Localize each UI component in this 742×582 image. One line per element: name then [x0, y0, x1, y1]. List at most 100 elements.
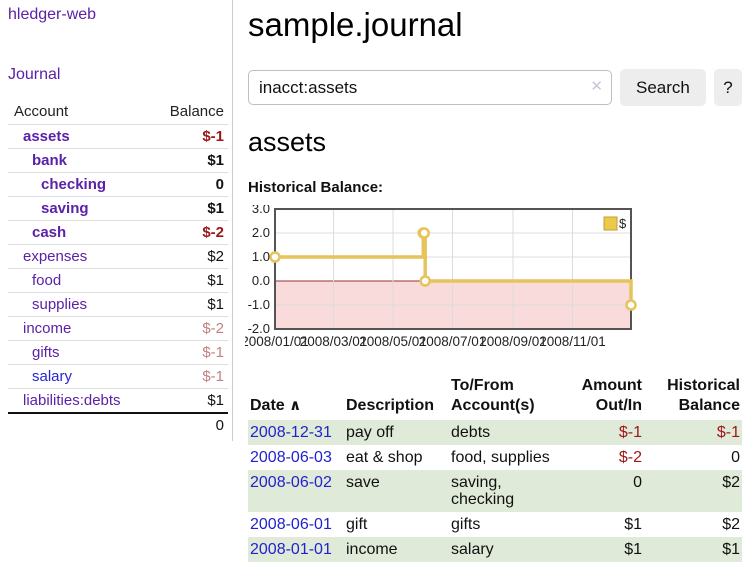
search-input[interactable]: [248, 70, 612, 105]
account-row: bank $1: [8, 148, 228, 173]
account-link[interactable]: liabilities:debts: [23, 392, 121, 409]
account-balance-table: Account Balance assets $-1 bank $1 checking 0…: [8, 100, 228, 437]
register-header-accounts: To/From Account(s): [451, 377, 535, 414]
transaction-row: 2008-06-02 save saving, checking 0 $2: [248, 470, 742, 512]
main-content: sample.journal ✕ Search ? assets Histori…: [241, 0, 742, 562]
chart-svg: $3.0 2.0 1.0 0.0 -1.0 -2.02008/01/012008/03/0…: [241, 201, 637, 349]
svg-text:2008/05/01: 2008/05/01: [359, 334, 427, 349]
transaction-balance: $2: [722, 474, 740, 491]
transaction-row: 2008-12-31 pay off debts $-1 $-1: [248, 420, 742, 445]
svg-text:$: $: [619, 216, 627, 231]
account-row: saving $1: [8, 196, 228, 221]
transaction-row: 2008-06-01 gift gifts $1 $2: [248, 512, 742, 537]
transaction-balance: 0: [731, 449, 740, 466]
account-row: supplies $1: [8, 292, 228, 317]
register-header-description: Description: [346, 397, 435, 414]
register-table: Date ∧ Description To/From Account(s) Am…: [248, 373, 742, 562]
transaction-row: 2008-06-03 eat & shop food, supplies $-2 0: [248, 445, 742, 470]
transaction-balance: $1: [722, 541, 740, 558]
svg-text:2008/03/01: 2008/03/01: [300, 334, 368, 349]
account-balance: $-1: [118, 340, 228, 365]
transaction-balance: $-1: [716, 424, 740, 441]
account-link[interactable]: bank: [32, 152, 68, 169]
svg-text:2008/09/01: 2008/09/01: [479, 334, 547, 349]
account-link[interactable]: checking: [41, 176, 107, 193]
clear-search-icon[interactable]: ✕: [590, 78, 603, 95]
sort-ascending-icon: ∧: [289, 397, 302, 414]
account-link[interactable]: supplies: [32, 296, 88, 313]
register-header-amount: Amount Out/In: [581, 377, 642, 414]
svg-text:2.0: 2.0: [252, 225, 270, 240]
transaction-amount: 0: [633, 474, 642, 491]
transaction-amount: $1: [624, 516, 642, 533]
account-link[interactable]: cash: [32, 224, 67, 241]
register-header-date[interactable]: Date ∧: [250, 397, 302, 414]
svg-text:1.0: 1.0: [252, 249, 270, 264]
transaction-date-link[interactable]: 2008-06-01: [250, 516, 332, 533]
account-balance: $-1: [118, 124, 228, 149]
sidebar-item-journal[interactable]: Journal: [8, 66, 61, 83]
account-link[interactable]: expenses: [23, 248, 88, 265]
help-button[interactable]: ?: [713, 69, 742, 106]
chart-title: Historical Balance:: [248, 179, 384, 196]
transaction-accounts: gifts: [451, 516, 481, 533]
account-row: salary $-1: [8, 364, 228, 389]
account-balance: $-2: [118, 316, 228, 341]
account-row: cash $-2: [8, 220, 228, 245]
transaction-accounts: salary: [451, 541, 494, 558]
search-button[interactable]: Search: [620, 69, 706, 106]
svg-text:0.0: 0.0: [252, 273, 270, 288]
transaction-accounts: saving, checking: [451, 474, 515, 508]
transaction-description: save: [346, 474, 380, 491]
svg-text:2008/01/01: 2008/01/01: [245, 334, 309, 349]
account-balance: $2: [118, 244, 228, 269]
account-link[interactable]: saving: [41, 200, 89, 217]
account-link[interactable]: food: [32, 272, 62, 289]
transaction-amount: $-2: [618, 449, 642, 466]
svg-text:2008/07/01: 2008/07/01: [419, 334, 487, 349]
account-balance: $-2: [118, 220, 228, 245]
transaction-date-link[interactable]: 2008-01-01: [250, 541, 332, 558]
account-balance: $1: [118, 196, 228, 221]
svg-text:-1.0: -1.0: [248, 297, 270, 312]
transaction-description: income: [346, 541, 398, 558]
transaction-date-link[interactable]: 2008-12-31: [250, 424, 332, 441]
historical-balance-chart: $3.0 2.0 1.0 0.0 -1.0 -2.0 2008/01/01 2008/03/0…: [241, 201, 742, 360]
account-row: expenses $2: [8, 244, 228, 269]
account-row: checking 0: [8, 172, 228, 197]
transaction-description: gift: [346, 516, 368, 533]
transaction-date-link[interactable]: 2008-06-02: [250, 474, 332, 491]
account-row: food $1: [8, 268, 228, 293]
transaction-amount: $1: [624, 541, 642, 558]
transaction-amount: $-1: [618, 424, 642, 441]
search-form: ✕ Search ?: [248, 69, 742, 106]
transaction-description: pay off: [346, 424, 394, 441]
account-link[interactable]: income: [23, 320, 72, 337]
account-column-header: Account: [14, 103, 69, 120]
transaction-row: 2008-01-01 income salary $1 $1: [248, 537, 742, 562]
account-link[interactable]: gifts: [32, 344, 60, 361]
register-header-balance: Historical Balance: [667, 377, 740, 414]
account-heading: assets: [248, 127, 327, 157]
account-balance: $1: [118, 148, 228, 173]
account-row: income $-2: [8, 316, 228, 341]
account-link[interactable]: assets: [23, 128, 70, 145]
transaction-description: eat & shop: [346, 449, 423, 466]
account-balance: $-1: [118, 364, 228, 389]
total-row: 0: [8, 412, 228, 437]
transaction-date-link[interactable]: 2008-06-03: [250, 449, 332, 466]
account-row: assets $-1: [8, 124, 228, 149]
sidebar: hledger-web Journal Account Balance asse…: [0, 0, 233, 441]
register-table-body: 2008-12-31 pay off debts $-1 $-1 2008-06-03 ea…: [248, 420, 742, 562]
transaction-accounts: food, supplies: [451, 449, 550, 466]
account-balance: $1: [118, 292, 228, 317]
transaction-accounts: debts: [451, 424, 491, 441]
account-balance: $1: [118, 388, 228, 413]
total-balance: 0: [118, 412, 228, 437]
account-link[interactable]: salary: [32, 368, 73, 385]
account-row: gifts $-1: [8, 340, 228, 365]
svg-text:2008/11/01: 2008/11/01: [539, 334, 606, 349]
account-table-body: assets $-1 bank $1 checking 0 saving $1 cash $-2 e…: [8, 124, 228, 437]
search-input-wrap: ✕: [248, 70, 612, 105]
app-title-link[interactable]: hledger-web: [8, 6, 97, 23]
